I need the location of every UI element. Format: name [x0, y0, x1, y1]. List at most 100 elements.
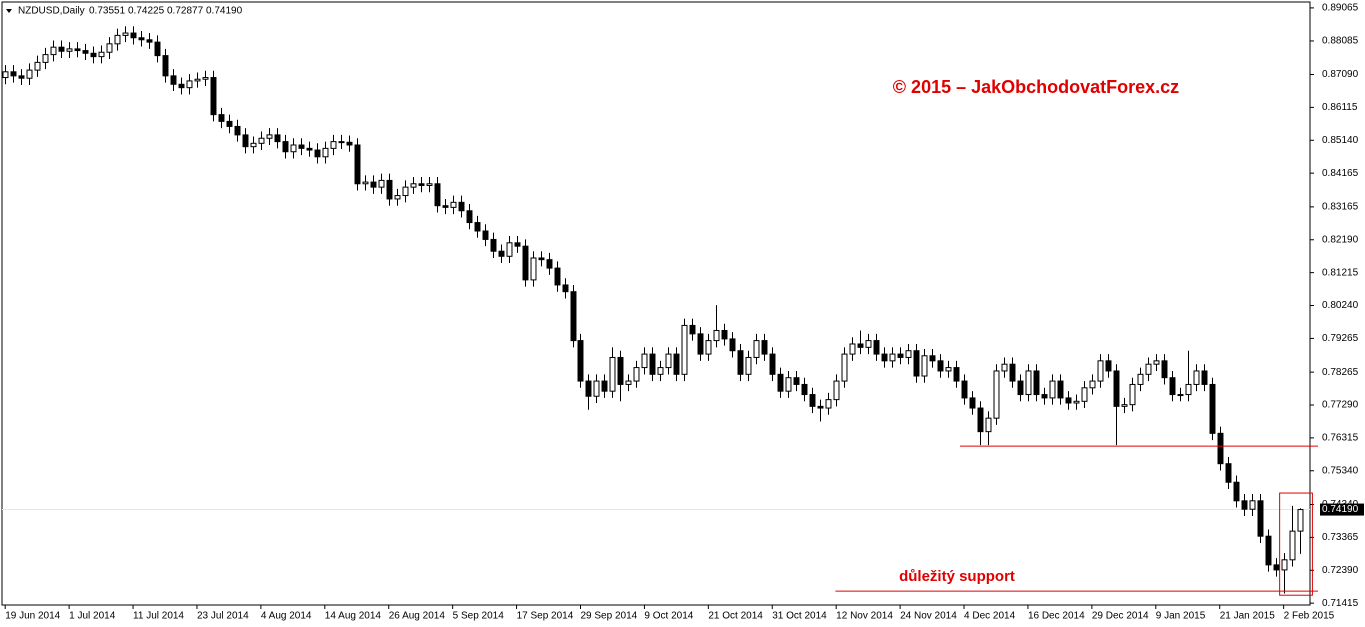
candle-body	[410, 183, 417, 188]
candle-body	[226, 120, 233, 127]
menu-triangle[interactable]	[6, 9, 12, 13]
candle-body	[242, 134, 249, 148]
candle-body	[1265, 535, 1272, 566]
x-tick-label: 5 Sep 2014	[453, 611, 505, 622]
candle-body	[657, 367, 664, 375]
x-tick-label: 4 Aug 2014	[261, 611, 312, 622]
candle-body	[1081, 387, 1088, 402]
plot-frame	[1, 1, 1311, 606]
candle-body	[793, 377, 800, 385]
x-tick-label: 14 Aug 2014	[325, 611, 382, 622]
candle-body	[34, 61, 41, 71]
candle-body	[585, 380, 592, 397]
candle-body	[1001, 363, 1008, 372]
candle-body	[993, 370, 1000, 419]
candle-body	[122, 32, 129, 36]
x-tick-label: 2 Feb 2015	[1284, 611, 1335, 622]
candle-body	[426, 183, 433, 186]
candle-body	[418, 183, 425, 186]
candle-body	[442, 205, 449, 208]
candle-body	[322, 147, 329, 158]
x-tick-label: 16 Dec 2014	[1028, 611, 1085, 622]
candle-body	[1041, 394, 1048, 399]
candle-body	[753, 340, 760, 358]
candle-body	[1049, 380, 1056, 399]
candle-body	[737, 350, 744, 375]
candle-body	[82, 50, 89, 54]
candle-body	[745, 356, 752, 375]
x-tick-label: 12 Nov 2014	[836, 611, 893, 622]
header-high: 0.74225	[128, 6, 165, 17]
candle-body	[761, 340, 768, 355]
candle-body	[314, 149, 321, 158]
candle-body	[969, 397, 976, 409]
candle-body	[354, 144, 361, 185]
header-low: 0.72877	[167, 6, 204, 17]
candle-body	[649, 353, 656, 375]
candle-body	[1145, 363, 1152, 375]
candle-body	[609, 356, 616, 392]
candle-body	[985, 417, 992, 433]
candle-body	[434, 183, 441, 207]
y-tick-label: 0.86115	[1322, 102, 1358, 113]
candle-body	[921, 355, 928, 377]
candle-body	[1297, 509, 1304, 532]
candle-body	[1289, 530, 1296, 561]
x-tick-label: 19 Jun 2014	[5, 611, 60, 622]
candle-body	[1097, 360, 1104, 382]
candle-body	[130, 32, 137, 39]
candle-body	[769, 353, 776, 375]
candle-body	[1281, 559, 1288, 571]
candle-body	[58, 46, 65, 52]
candle-body	[1033, 370, 1040, 396]
x-tick-label: 17 Sep 2014	[517, 611, 574, 622]
candle-body	[857, 343, 864, 348]
candle-body	[1017, 380, 1024, 396]
candle-body	[1129, 383, 1136, 406]
candle-body	[1121, 404, 1128, 407]
candle-body	[689, 324, 696, 335]
candle-body	[306, 147, 313, 151]
y-tick-label: 0.76315	[1322, 433, 1359, 444]
candle-body	[617, 356, 624, 385]
candle-body	[466, 210, 473, 224]
candle-body	[170, 75, 177, 85]
last-price-box	[1320, 503, 1364, 516]
candle-body	[26, 69, 33, 79]
candle-body	[937, 360, 944, 372]
candle-body	[1073, 400, 1080, 404]
candle-body	[234, 125, 241, 136]
support-label: důležitý support	[899, 568, 1015, 585]
candle-body	[705, 340, 712, 355]
candle-body	[633, 367, 640, 382]
y-tick-label: 0.89065	[1322, 3, 1359, 14]
candle-body	[1057, 380, 1064, 399]
candle-body	[250, 142, 257, 148]
candle-body	[346, 141, 353, 146]
candle-body	[825, 399, 832, 409]
candle-body	[1225, 463, 1232, 483]
candle-body	[154, 41, 161, 57]
candle-body	[482, 230, 489, 240]
candle-body	[1009, 363, 1016, 382]
x-tick-label: 21 Jan 2015	[1220, 611, 1275, 622]
candle-body	[1217, 432, 1224, 465]
candle-body	[841, 353, 848, 382]
x-tick-label: 4 Dec 2014	[964, 611, 1016, 622]
candle-body	[681, 324, 688, 375]
x-tick-label: 9 Oct 2014	[644, 611, 693, 622]
candle-body	[913, 350, 920, 377]
x-tick-label: 31 Oct 2014	[772, 611, 827, 622]
candle-body	[713, 329, 720, 342]
y-tick-label: 0.88085	[1322, 36, 1359, 47]
candle-body	[1257, 500, 1264, 537]
candle-body	[570, 291, 577, 342]
candle-body	[18, 75, 25, 79]
candle-body	[538, 257, 545, 261]
candle-body	[522, 245, 529, 281]
header-close: 0.74190	[206, 6, 243, 17]
candle-body	[474, 222, 481, 232]
x-tick-label: 1 Jul 2014	[69, 611, 116, 622]
candle-body	[90, 52, 97, 58]
